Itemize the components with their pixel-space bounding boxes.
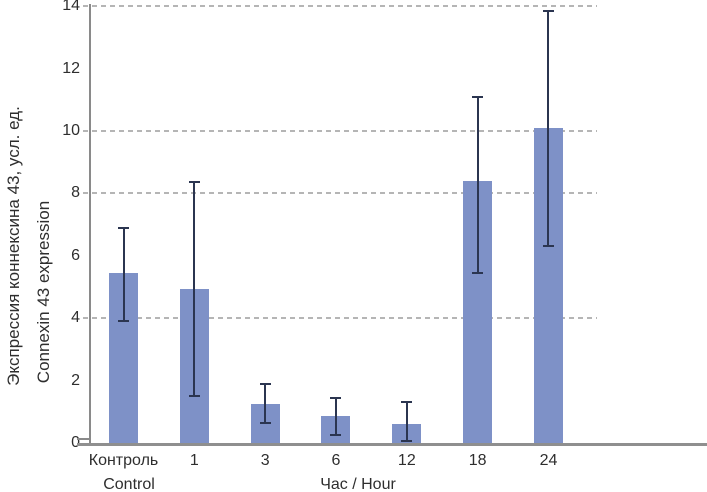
x-category-label: Контроль <box>88 452 159 469</box>
y-tick-label: 6 <box>71 246 80 264</box>
y-tick-label: 14 <box>62 0 80 15</box>
y-axis-label-russian: Экспрессия коннексина 43, усл. ед. <box>4 106 23 386</box>
error-bar-cap-top <box>472 95 484 98</box>
error-bar-line <box>193 182 196 397</box>
error-bar-cap-top <box>542 9 554 12</box>
y-tick-label: 12 <box>62 59 80 77</box>
error-bar-line <box>264 383 267 423</box>
error-bar-cap-top <box>330 396 342 399</box>
gridline-14 <box>83 5 597 8</box>
error-bar-line <box>122 227 125 322</box>
y-tick-label: 8 <box>71 184 80 202</box>
error-bar-cap-top <box>259 382 271 385</box>
x-category-label: 18 <box>468 452 487 469</box>
error-bar-cap-bottom <box>542 245 554 248</box>
y-tick-label: 4 <box>71 309 80 327</box>
error-bar-line <box>547 10 550 247</box>
x-category-label: 1 <box>189 452 199 469</box>
x-category-label: 12 <box>397 452 416 469</box>
y-tick-label: 10 <box>62 122 80 139</box>
error-bar-cap-bottom <box>118 320 129 323</box>
error-bar-cap-top <box>188 181 200 184</box>
error-bar-cap-top <box>118 226 129 229</box>
x-category-label: 6 <box>331 452 341 469</box>
zero-tick-mark <box>77 438 90 440</box>
y-axis-line <box>89 4 91 445</box>
x-axis-title: Час / Hour <box>320 476 396 492</box>
error-bar-line <box>476 96 479 273</box>
gridline-4 <box>83 317 597 320</box>
y-tick-label: 0 <box>71 434 80 451</box>
error-bar-cap-bottom <box>330 434 342 437</box>
x-axis-sublabel-control: Control <box>103 476 155 492</box>
x-axis-line <box>77 443 707 446</box>
gridline-10 <box>83 130 597 132</box>
error-bar-cap-bottom <box>259 421 271 424</box>
error-bar-cap-bottom <box>472 271 484 274</box>
error-bar-line <box>334 397 337 436</box>
y-axis-label-english: Connexin 43 expression <box>34 200 53 384</box>
y-tick-label: 2 <box>71 371 80 389</box>
error-bar-line <box>405 402 408 442</box>
error-bar-cap-bottom <box>401 440 413 443</box>
x-category-label: 3 <box>260 452 270 469</box>
error-bar-cap-bottom <box>188 395 200 398</box>
error-bar-cap-top <box>401 401 413 404</box>
x-category-label: 24 <box>539 452 558 469</box>
gridline-8 <box>83 192 597 195</box>
